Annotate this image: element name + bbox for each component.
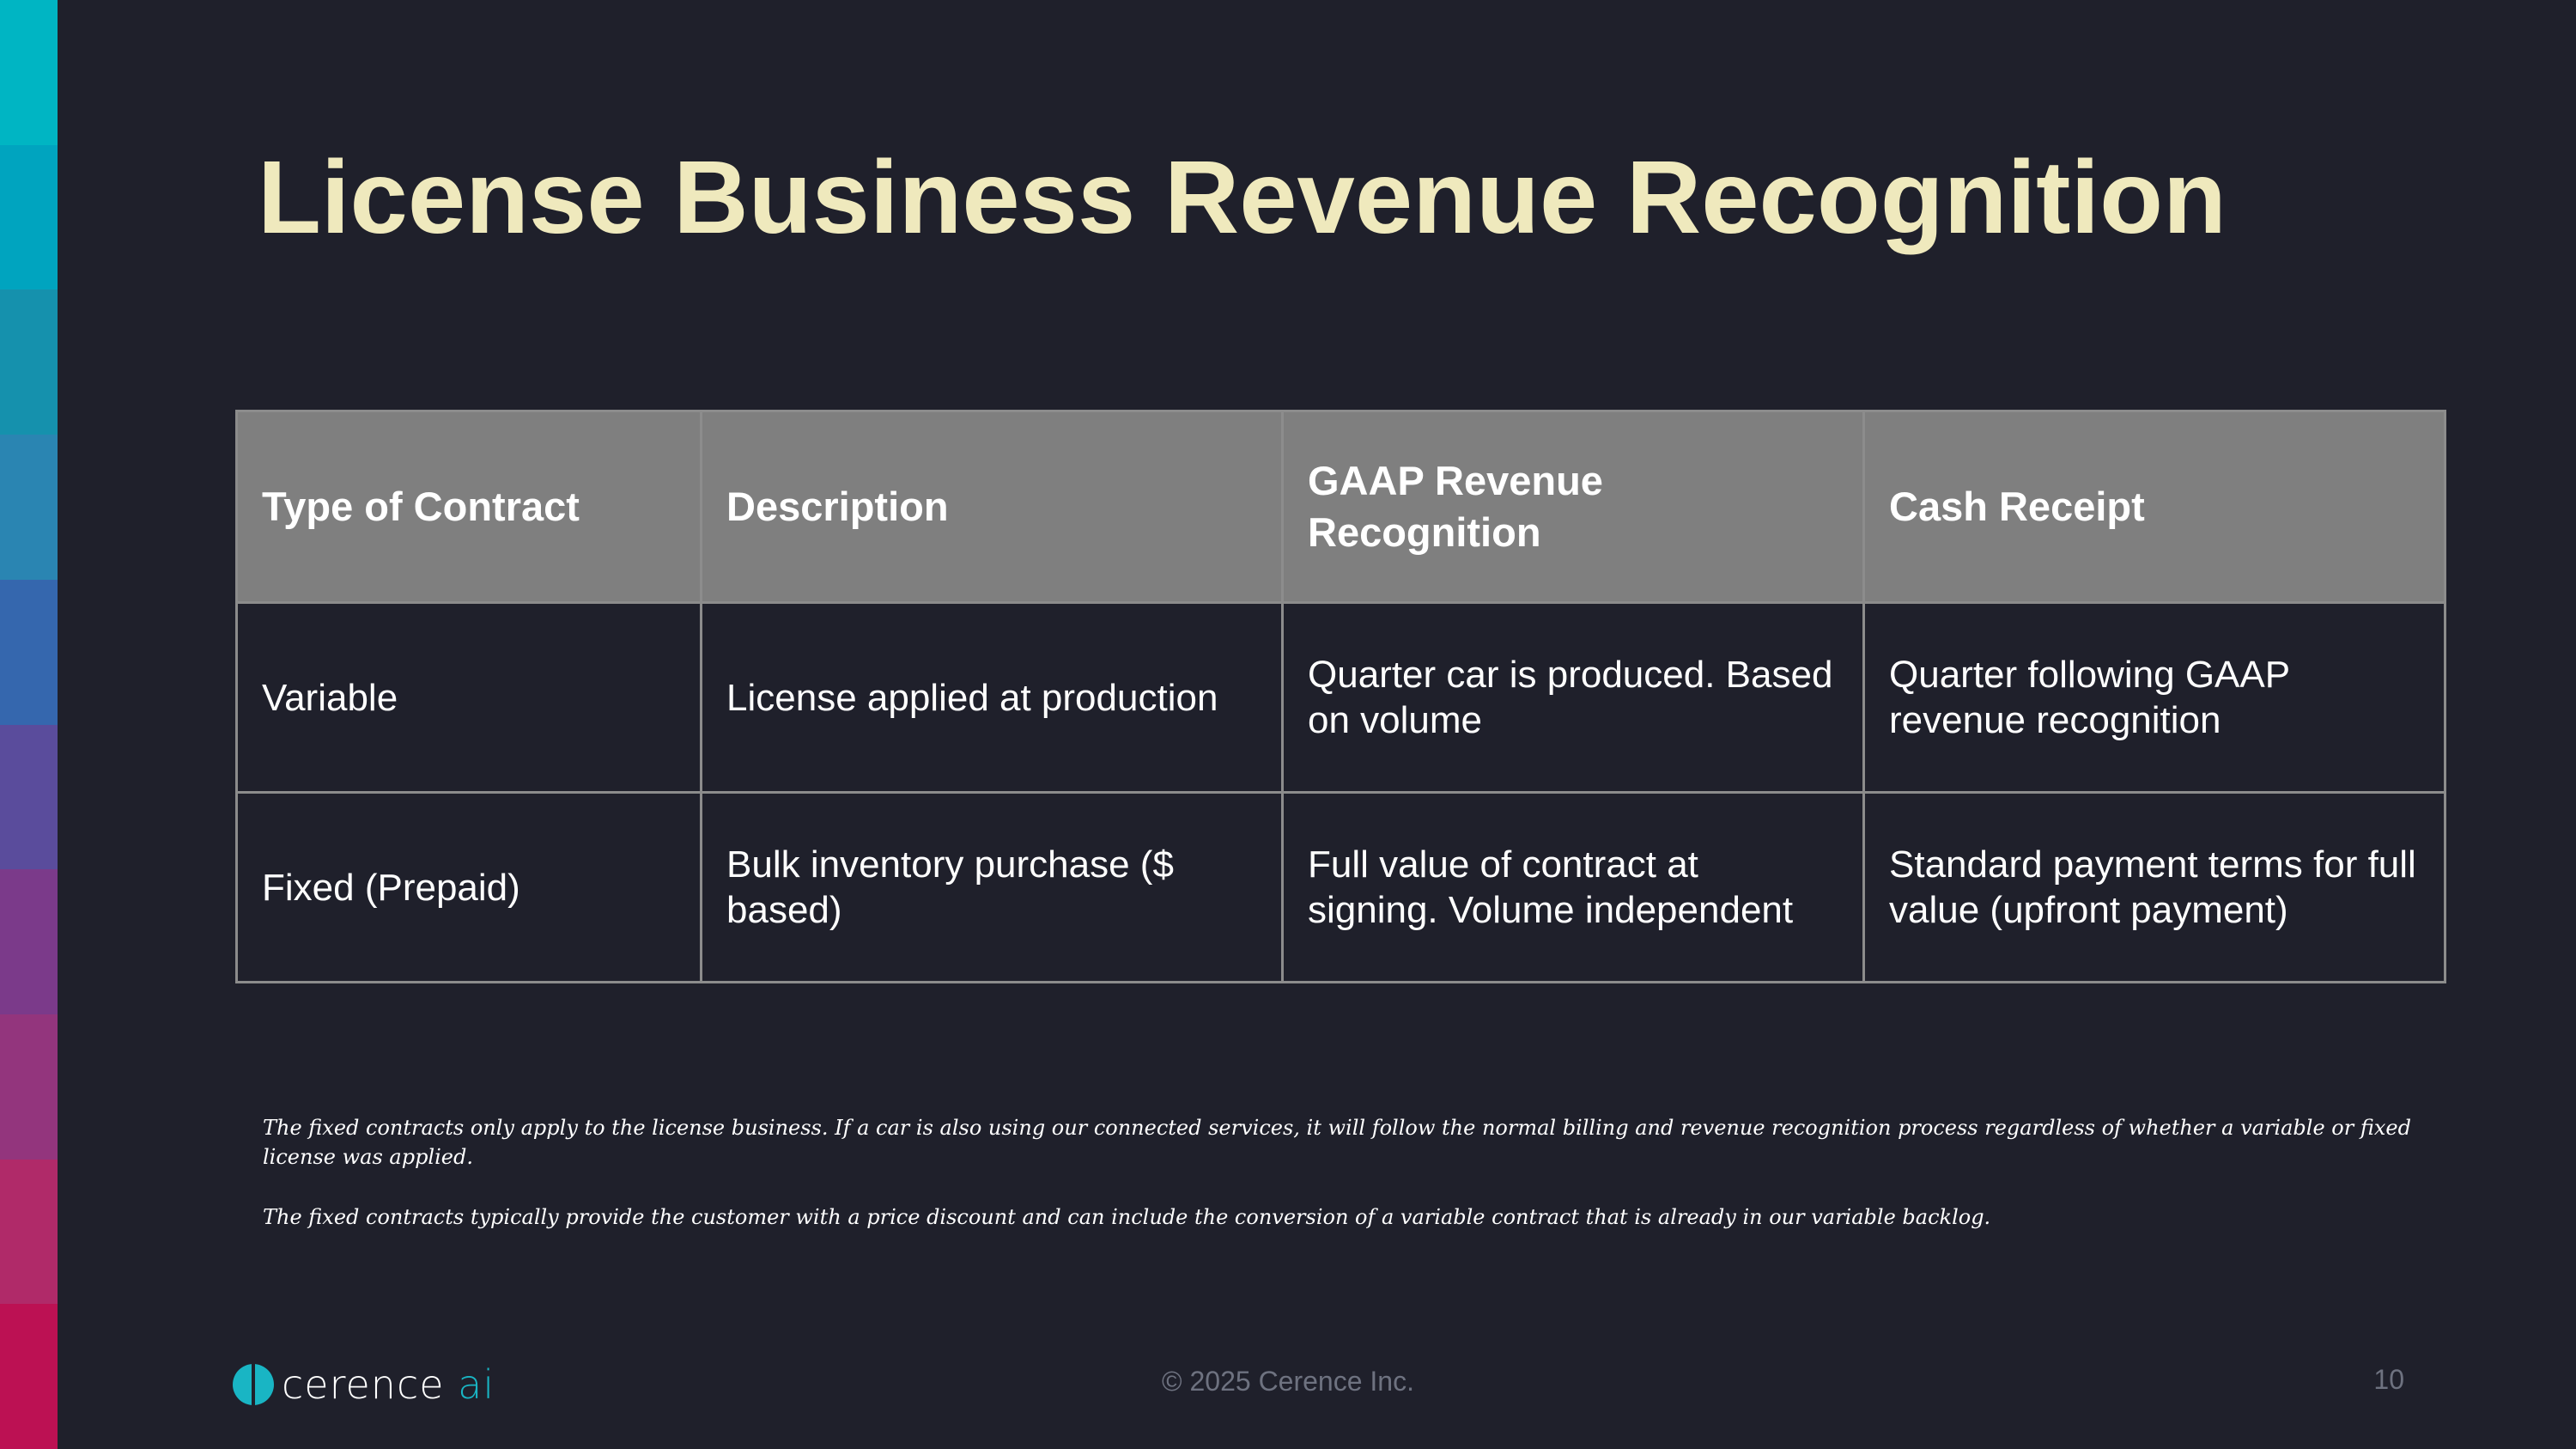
revenue-recognition-table: Type of Contract Description GAAP Revenu… <box>235 410 2446 983</box>
table-cell: Full value of contract at signing. Volum… <box>1281 791 1865 983</box>
strip-segment <box>0 1159 58 1305</box>
table-cell: Fixed (Prepaid) <box>235 791 702 983</box>
strip-segment <box>0 1304 58 1449</box>
strip-segment <box>0 724 58 870</box>
cerence-logo: cerence ai <box>232 1361 495 1408</box>
header-description: Description <box>700 410 1284 604</box>
table-row: Fixed (Prepaid) Bulk inventory purchase … <box>235 791 2446 983</box>
side-color-strip <box>0 0 58 1449</box>
slide-title: License Business Revenue Recognition <box>258 138 2227 255</box>
table-cell: Standard payment terms for full value (u… <box>1862 791 2446 983</box>
header-gaap-revenue-recognition: GAAP Revenue Recognition <box>1281 410 1865 604</box>
table-cell: License applied at production <box>700 601 1284 794</box>
page-number: 10 <box>2373 1364 2404 1395</box>
footnotes: The fixed contracts only apply to the li… <box>263 1113 2427 1263</box>
table-header-row: Type of Contract Description GAAP Revenu… <box>235 410 2446 604</box>
logo-wordmark: cerence ai <box>282 1361 495 1408</box>
logo-ai-text: ai <box>458 1361 495 1408</box>
table-cell: Variable <box>235 601 702 794</box>
strip-segment <box>0 579 58 725</box>
strip-segment <box>0 144 58 290</box>
copyright-text: © 2025 Cerence Inc. <box>1162 1366 1414 1397</box>
table-row: Variable License applied at production Q… <box>235 601 2446 794</box>
header-type-of-contract: Type of Contract <box>235 410 702 604</box>
footnote: The fixed contracts only apply to the li… <box>263 1116 2411 1169</box>
strip-segment <box>0 289 58 435</box>
table-cell: Quarter car is produced. Based on volume <box>1281 601 1865 794</box>
strip-segment <box>0 0 58 145</box>
footnote: The fixed contracts typically provide th… <box>263 1205 1991 1229</box>
header-cash-receipt: Cash Receipt <box>1862 410 2446 604</box>
cerence-logo-icon <box>233 1364 274 1405</box>
strip-segment <box>0 435 58 580</box>
logo-text: cerence <box>282 1361 445 1408</box>
table-cell: Bulk inventory purchase ($ based) <box>700 791 1284 983</box>
table-cell: Quarter following GAAP revenue recogniti… <box>1862 601 2446 794</box>
strip-segment <box>0 869 58 1014</box>
strip-segment <box>0 1014 58 1160</box>
